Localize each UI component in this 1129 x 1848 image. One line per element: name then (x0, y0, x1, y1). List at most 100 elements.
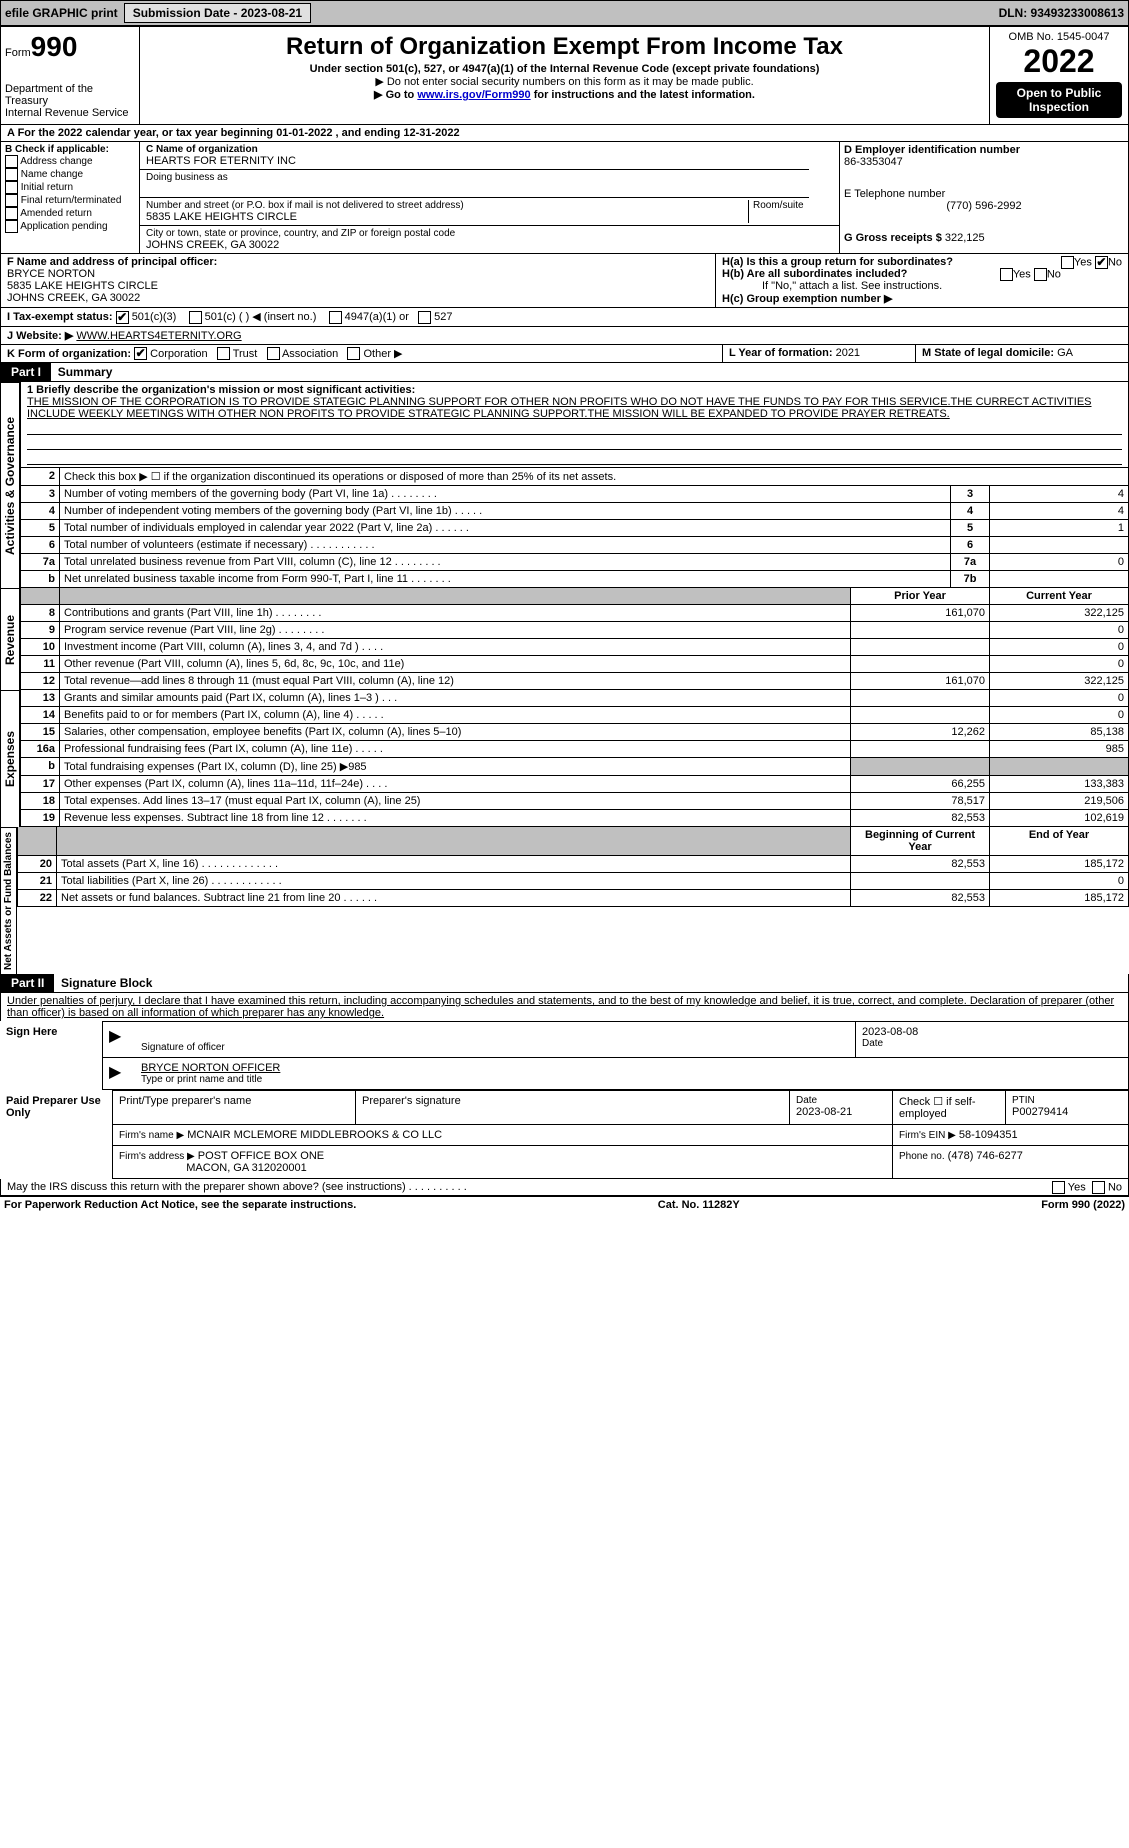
chk-assoc[interactable] (267, 347, 280, 360)
m-value: GA (1057, 347, 1073, 359)
sign-here-label: Sign Here (0, 1022, 103, 1090)
chk-other[interactable] (347, 347, 360, 360)
submission-date-button[interactable]: Submission Date - 2023-08-21 (124, 3, 311, 23)
part2-tag: Part II (1, 974, 54, 992)
discuss-row: May the IRS discuss this return with the… (0, 1179, 1129, 1196)
firm-addr-label: Firm's address ▶ (119, 1151, 195, 1162)
b-label: B Check if applicable: (5, 144, 135, 155)
netassets-table: Beginning of Current YearEnd of Year 20T… (17, 827, 1129, 907)
part2-title: Signature Block (61, 976, 152, 990)
discuss-yes[interactable] (1052, 1181, 1065, 1194)
mission-blank-3 (27, 450, 1122, 465)
chk-address-change[interactable] (5, 155, 18, 168)
website-link[interactable]: WWW.HEARTS4ETERNITY.ORG (76, 330, 241, 342)
omb-label: OMB No. 1545-0047 (994, 31, 1124, 43)
prep-date: 2023-08-21 (796, 1106, 886, 1118)
k-label: K Form of organization: (7, 348, 131, 360)
i-opt-1: 501(c) ( ) ◀ (insert no.) (205, 311, 317, 323)
side-netassets: Net Assets or Fund Balances (0, 827, 17, 974)
yes-1: Yes (1074, 256, 1092, 268)
mission-blank-1 (27, 420, 1122, 435)
j-label: J Website: ▶ (7, 330, 73, 342)
hb-no[interactable] (1034, 268, 1047, 281)
gross-receipts: 322,125 (945, 232, 985, 244)
section-b: B Check if applicable: Address change Na… (1, 142, 140, 253)
signature-block: Sign Here ▶ Signature of officer 2023-08… (0, 1021, 1129, 1179)
discuss-no[interactable] (1092, 1181, 1105, 1194)
revenue-table: Prior YearCurrent Year 8Contributions an… (20, 588, 1129, 690)
room-label: Room/suite (748, 200, 833, 223)
street-address: 5835 LAKE HEIGHTS CIRCLE (146, 211, 748, 223)
table-row: 19Revenue less expenses. Subtract line 1… (21, 810, 1129, 827)
subtitle-1: Under section 501(c), 527, or 4947(a)(1)… (144, 63, 985, 75)
no-1: No (1108, 256, 1122, 268)
chk-name-change[interactable] (5, 168, 18, 181)
irs-link[interactable]: www.irs.gov/Form990 (417, 89, 530, 101)
b-opt-5: Application pending (20, 221, 107, 232)
phone-value: (770) 596-2992 (844, 200, 1124, 212)
dept-label: Department of the Treasury (5, 83, 135, 107)
firm-phone: (478) 746-6277 (948, 1150, 1023, 1162)
efile-header-bar: efile GRAPHIC print Submission Date - 20… (0, 0, 1129, 26)
i-label: I Tax-exempt status: (7, 311, 113, 323)
b-opt-1: Name change (21, 169, 83, 180)
form-prefix: Form (5, 47, 31, 59)
footer-mid: Cat. No. 11282Y (658, 1199, 740, 1211)
chk-527[interactable] (418, 311, 431, 324)
chk-501c[interactable] (189, 311, 202, 324)
table-row: 5Total number of individuals employed in… (21, 520, 1129, 537)
table-row: 13Grants and similar amounts paid (Part … (21, 690, 1129, 707)
arrow-icon-2: ▶ (109, 1064, 121, 1081)
chk-amended[interactable] (5, 207, 18, 220)
ptin-label: PTIN (1012, 1095, 1122, 1106)
ha-label: H(a) Is this a group return for subordin… (722, 256, 953, 268)
hb-yes[interactable] (1000, 268, 1013, 281)
section-j: J Website: ▶ WWW.HEARTS4ETERNITY.ORG (0, 327, 1129, 345)
l-value: 2021 (836, 347, 860, 359)
part1-title: Summary (58, 365, 113, 379)
chk-4947[interactable] (329, 311, 342, 324)
k-opt-2: Association (282, 348, 338, 360)
f-label: F Name and address of principal officer: (7, 256, 709, 268)
section-c: C Name of organization HEARTS FOR ETERNI… (140, 142, 839, 253)
no-3: No (1108, 1182, 1122, 1194)
no-2: No (1047, 268, 1061, 280)
chk-trust[interactable] (217, 347, 230, 360)
table-row: 16aProfessional fundraising fees (Part I… (21, 741, 1129, 758)
table-row: 17Other expenses (Part IX, column (A), l… (21, 776, 1129, 793)
table-row: 10Investment income (Part VIII, column (… (21, 639, 1129, 656)
table-row: bTotal fundraising expenses (Part IX, co… (21, 758, 1129, 776)
ha-no[interactable] (1095, 256, 1108, 269)
dln-label: DLN: 93493233008613 (999, 6, 1124, 20)
officer-addr2: JOHNS CREEK, GA 30022 (7, 292, 709, 304)
table-row: 21Total liabilities (Part X, line 26) . … (18, 873, 1129, 890)
ptin-value: P00279414 (1012, 1106, 1122, 1118)
efile-label: efile GRAPHIC print (5, 6, 118, 20)
goto-post: for instructions and the latest informat… (531, 89, 755, 101)
table-row: 22Net assets or fund balances. Subtract … (18, 890, 1129, 907)
b-opt-4: Amended return (20, 208, 92, 219)
chk-pending[interactable] (5, 220, 18, 233)
form-number: 990 (31, 31, 78, 62)
hb-note: If "No," attach a list. See instructions… (722, 280, 1122, 292)
chk-501c3[interactable] (116, 311, 129, 324)
firm-phone-label: Phone no. (899, 1151, 945, 1162)
b-opt-0: Address change (20, 156, 92, 167)
k-opt-0: Corporation (150, 348, 207, 360)
b-opt-2: Initial return (21, 182, 73, 193)
chk-corp[interactable] (134, 347, 147, 360)
i-opt-0: 501(c)(3) (132, 311, 177, 323)
tax-year: 2022 (994, 43, 1124, 80)
chk-final-return[interactable] (5, 194, 18, 207)
table-row: 8Contributions and grants (Part VIII, li… (21, 605, 1129, 622)
chk-initial-return[interactable] (5, 181, 18, 194)
table-row: 14Benefits paid to or for members (Part … (21, 707, 1129, 724)
ha-yes[interactable] (1061, 256, 1074, 269)
yes-2: Yes (1013, 268, 1031, 280)
mission-blank-2 (27, 435, 1122, 450)
side-revenue: Revenue (0, 588, 20, 690)
firm-ein: 58-1094351 (959, 1129, 1018, 1141)
org-name: HEARTS FOR ETERNITY INC (146, 155, 803, 167)
table-row: 2Check this box ▶ ☐ if the organization … (21, 468, 1129, 486)
sig-date: 2023-08-08 (862, 1026, 1122, 1038)
